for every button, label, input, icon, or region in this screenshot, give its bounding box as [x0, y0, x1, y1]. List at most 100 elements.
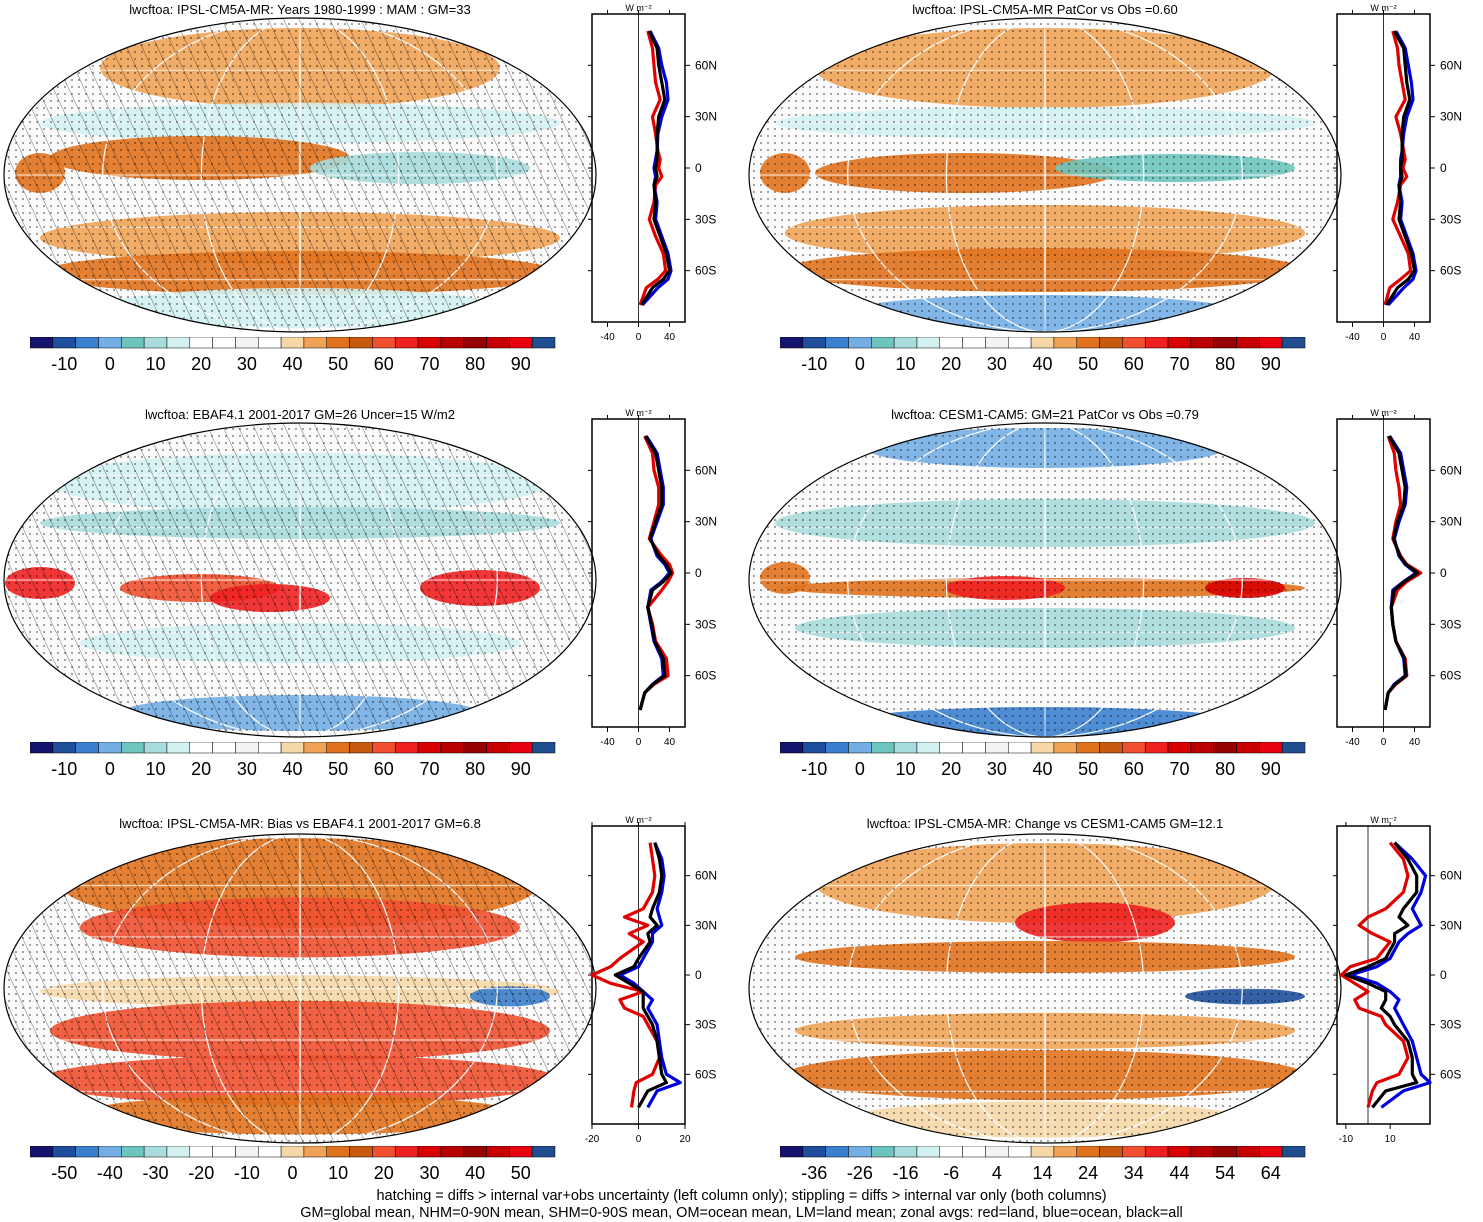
x-tick-label: -10: [1339, 1134, 1354, 1145]
colorbar-label: 20: [941, 354, 961, 374]
colorbar-label: 54: [1215, 1163, 1235, 1183]
colorbar-swatch: [1190, 1146, 1214, 1158]
colorbar-swatch: [509, 1146, 533, 1158]
colorbar-swatch: [98, 742, 122, 754]
zonal-mean-plot: W m⁻² 60N 30N 0 30S 60S -20 0 20: [585, 815, 717, 1145]
lat-label: 30S: [1440, 1018, 1461, 1032]
colorbar-swatch: [825, 337, 849, 349]
colorbar-swatch: [780, 742, 804, 754]
colorbar-swatch: [280, 742, 305, 754]
x-tick-label: 40: [1409, 737, 1421, 748]
colorbar-swatch: [258, 742, 282, 754]
zonal-series-line: [640, 30, 672, 306]
stippling: [749, 423, 1341, 737]
stippling: [749, 18, 1341, 332]
lat-label: 60N: [1440, 58, 1462, 72]
colorbar-swatch: [962, 742, 986, 754]
colorbar-swatch: [1122, 742, 1146, 754]
colorbar-label: 60: [374, 759, 394, 779]
map: [748, 833, 1342, 1144]
colorbar-swatch: [303, 742, 327, 754]
colorbar-swatch: [121, 742, 145, 754]
colorbar-swatch: [52, 742, 76, 754]
colorbar-swatch: [326, 742, 350, 754]
zonal-unit: W m⁻²: [1370, 408, 1396, 418]
x-tick-label: 40: [664, 737, 676, 748]
colorbar-label: 24: [1078, 1163, 1098, 1183]
panel-5: lwcftoa: IPSL-CM5A-MR: Bias vs EBAF4.1 2…: [0, 812, 745, 1187]
colorbar-swatch: [985, 1146, 1009, 1158]
zonal-series-line: [1339, 841, 1410, 1108]
panel-4: lwcftoa: CESM1-CAM5: GM=21 PatCor vs Obs…: [745, 405, 1483, 810]
colorbar-swatch: [98, 337, 122, 349]
colorbar-swatch: [1236, 742, 1260, 754]
colorbar-swatch: [916, 337, 941, 349]
panel-title: lwcftoa: IPSL-CM5A-MR PatCor vs Obs =0.6…: [912, 2, 1178, 17]
lat-label: 60S: [695, 669, 716, 683]
map-outline: [748, 17, 1342, 333]
colorbar-label: 34: [1124, 1163, 1144, 1183]
lat-label: 0: [695, 968, 702, 982]
colorbar-swatch: [871, 742, 895, 754]
colorbar-swatch: [509, 742, 533, 754]
zonal-series-line: [1383, 435, 1420, 711]
colorbar-label: 70: [1169, 354, 1189, 374]
zonal-mean-plot: W m⁻² 60N 30N 0 30S 60S -40 0 40: [588, 408, 717, 748]
lat-label: 60S: [695, 1067, 716, 1081]
colorbar-swatch: [939, 1146, 963, 1158]
zonal-series-line: [1344, 841, 1419, 1109]
colorbar-label: 90: [511, 354, 531, 374]
lat-label: 0: [1440, 566, 1447, 580]
colorbar-swatch: [939, 742, 963, 754]
colorbar-label: 14: [1032, 1163, 1052, 1183]
zonal-unit: W m⁻²: [1370, 3, 1396, 13]
zonal-unit: W m⁻²: [625, 3, 651, 13]
colorbar-label: -10: [801, 759, 827, 779]
panel-title: lwcftoa: CESM1-CAM5: GM=21 PatCor vs Obs…: [891, 407, 1199, 422]
colorbar-label: 90: [1261, 759, 1281, 779]
colorbar-swatch: [143, 337, 168, 349]
colorbar-label: 60: [374, 354, 394, 374]
colorbar-swatch: [394, 337, 419, 349]
colorbar-swatch: [212, 742, 236, 754]
panel-1: lwcftoa: IPSL-CM5A-MR: Years 1980-1999 :…: [0, 0, 745, 405]
colorbar-swatch: [303, 1146, 327, 1158]
colorbar-swatch: [440, 1146, 464, 1158]
colorbar-label: 30: [419, 1163, 439, 1183]
lat-label: 60N: [695, 869, 717, 883]
lat-label: 30N: [1440, 110, 1462, 124]
colorbar-swatch: [893, 1146, 918, 1158]
lat-label: 30S: [695, 1018, 716, 1032]
x-tick-label: 40: [664, 332, 676, 343]
colorbar-swatch: [75, 1146, 99, 1158]
lat-label: 0: [695, 566, 702, 580]
map: [3, 833, 597, 1144]
colorbar-swatch: [1030, 337, 1055, 349]
zonal-series-line: [1383, 435, 1418, 711]
lat-label: 60N: [695, 58, 717, 72]
x-tick-label: -40: [600, 737, 615, 748]
colorbar-label: 0: [105, 759, 115, 779]
zonal-series-line: [1385, 30, 1417, 306]
colorbar-swatch: [1281, 1146, 1306, 1158]
colorbar-swatch: [52, 337, 76, 349]
colorbar-label: 80: [465, 759, 485, 779]
colorbar-swatch: [1281, 337, 1306, 349]
colorbar-label: 30: [987, 354, 1007, 374]
colorbar-swatch: [463, 742, 487, 754]
colorbar-label: -10: [234, 1163, 260, 1183]
colorbar-swatch: [235, 337, 259, 349]
colorbar-swatch: [1167, 1146, 1192, 1158]
map: [3, 422, 597, 738]
zonal-series-line: [638, 30, 668, 306]
colorbar-swatch: [1236, 1146, 1260, 1158]
colorbar-swatch: [349, 337, 373, 349]
colorbar-swatch: [1076, 742, 1100, 754]
map-outline: [748, 422, 1342, 738]
colorbar-swatch: [440, 337, 464, 349]
colorbar-swatch: [1213, 1146, 1237, 1158]
map-outline: [3, 422, 597, 738]
colorbar-swatch: [1008, 742, 1032, 754]
colorbar-swatch: [75, 337, 99, 349]
colorbar-label: 0: [287, 1163, 297, 1183]
